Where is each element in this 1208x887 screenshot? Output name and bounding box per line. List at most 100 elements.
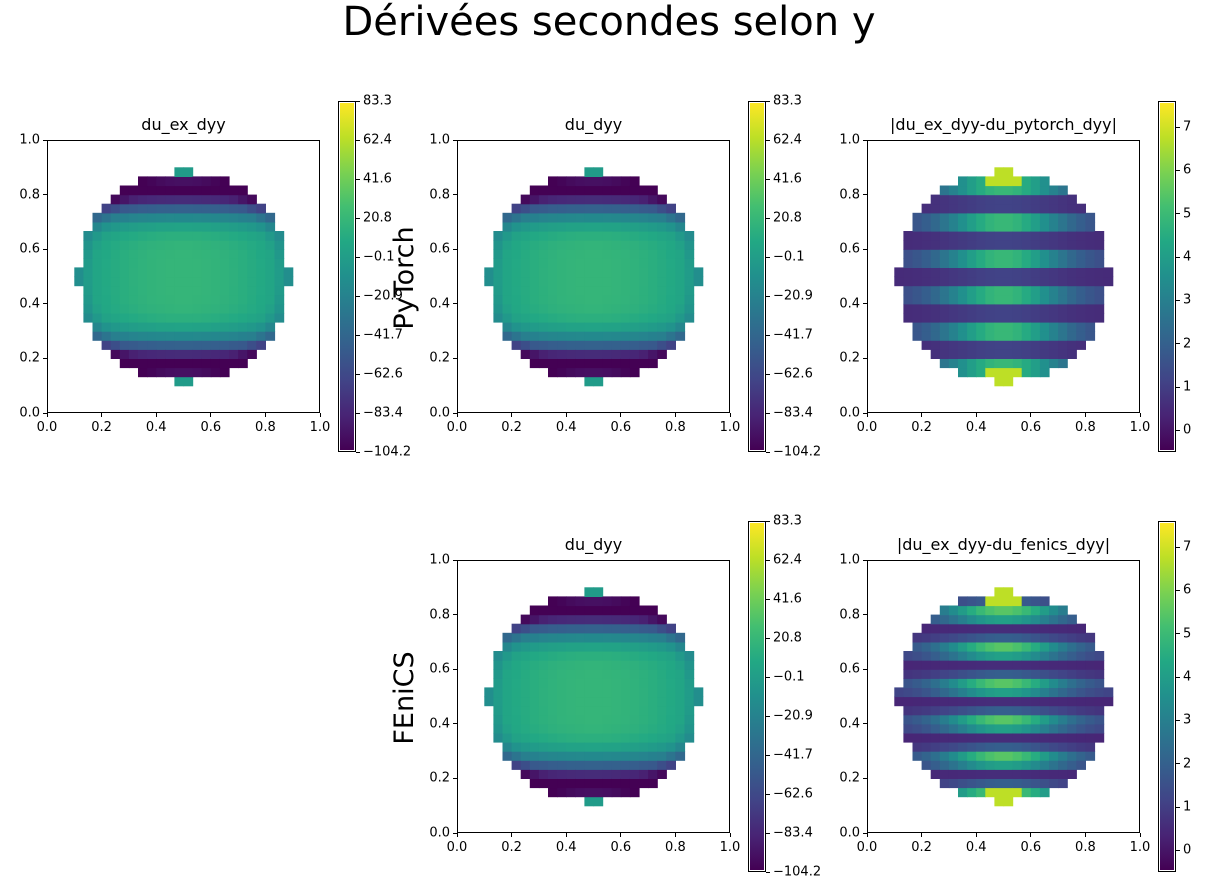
heatmap-cell bbox=[629, 258, 640, 268]
colorbar-tick-mark bbox=[766, 598, 770, 600]
colorbar-tick-mark bbox=[766, 295, 770, 297]
heatmap-cell bbox=[110, 249, 121, 259]
heatmap-cell bbox=[1049, 614, 1059, 625]
heatmap-cell bbox=[1076, 651, 1086, 661]
heatmap-cell bbox=[511, 258, 522, 268]
heatmap-cell bbox=[675, 221, 686, 232]
heatmap-cell bbox=[210, 349, 221, 359]
heatmap-cell bbox=[165, 312, 175, 323]
heatmap-cell bbox=[520, 331, 531, 341]
heatmap-cell bbox=[666, 231, 676, 241]
colorbar-tick-mark bbox=[1176, 546, 1180, 548]
heatmap-cell bbox=[602, 249, 613, 259]
heatmap-cell bbox=[629, 349, 640, 359]
heatmap-cell bbox=[1030, 678, 1041, 688]
heatmap-cell bbox=[639, 732, 649, 743]
heatmap-cell bbox=[511, 714, 522, 725]
heatmap-cell bbox=[1049, 358, 1059, 369]
heatmap-cell bbox=[939, 623, 950, 634]
heatmap-cell bbox=[976, 751, 986, 761]
heatmap-cell bbox=[548, 340, 558, 350]
y-tick-mark bbox=[863, 139, 867, 141]
heatmap-cell bbox=[493, 312, 504, 323]
heatmap-cell bbox=[1012, 340, 1023, 350]
heatmap-cell bbox=[939, 340, 950, 350]
heatmap-cell bbox=[201, 322, 212, 332]
heatmap-cell bbox=[985, 276, 995, 287]
heatmap-cell bbox=[147, 212, 157, 223]
row-label-pytorch: PyTorch bbox=[389, 226, 420, 330]
heatmap-cell bbox=[629, 742, 640, 752]
heatmap-cell bbox=[1030, 312, 1041, 323]
heatmap-cell bbox=[1003, 376, 1014, 387]
y-tick-mark bbox=[453, 357, 457, 359]
heatmap-cell bbox=[529, 322, 540, 332]
heatmap-cell bbox=[930, 732, 941, 743]
x-tick-mark bbox=[101, 413, 103, 417]
heatmap-cell bbox=[147, 276, 157, 287]
heatmap-cell bbox=[566, 322, 576, 332]
heatmap-cell bbox=[101, 285, 112, 296]
heatmap-cell bbox=[967, 651, 977, 661]
x-tick-label: 1.0 bbox=[719, 420, 741, 435]
heatmap-cell bbox=[903, 732, 914, 743]
heatmap-cell bbox=[903, 303, 914, 314]
heatmap-cell bbox=[985, 176, 995, 187]
x-tick-mark bbox=[1030, 833, 1032, 837]
heatmap-cell bbox=[648, 221, 658, 232]
heatmap-cell bbox=[939, 322, 950, 332]
heatmap-cell bbox=[958, 221, 968, 232]
y-tick-mark bbox=[43, 248, 47, 250]
heatmap-cell bbox=[566, 742, 576, 752]
colorbar-tick-label: −0.1 bbox=[773, 669, 805, 685]
heatmap-cell bbox=[629, 669, 640, 679]
heatmap-cell bbox=[1085, 294, 1096, 305]
heatmap-cell bbox=[283, 267, 294, 278]
heatmap-cell bbox=[994, 651, 1005, 661]
heatmap-cell bbox=[967, 194, 977, 205]
heatmap-cell bbox=[985, 240, 995, 250]
heatmap-cell bbox=[1021, 714, 1032, 725]
heatmap-cell bbox=[921, 312, 932, 323]
heatmap-cell bbox=[502, 294, 513, 305]
heatmap-cell bbox=[648, 258, 658, 268]
heatmap-cell bbox=[575, 669, 585, 679]
heatmap-cell bbox=[174, 212, 185, 223]
heatmap-cell bbox=[201, 312, 212, 323]
heatmap-cell bbox=[948, 742, 959, 752]
heatmap-cell bbox=[101, 303, 112, 314]
colorbar-gradient bbox=[1160, 103, 1174, 450]
heatmap-cell bbox=[611, 696, 622, 707]
heatmap-cell bbox=[629, 787, 640, 798]
heatmap-cell bbox=[529, 714, 540, 725]
x-tick-mark bbox=[729, 413, 731, 417]
y-tick-mark bbox=[453, 194, 457, 196]
heatmap-cell bbox=[584, 751, 595, 761]
heatmap-cell bbox=[921, 203, 932, 214]
heatmap-cell bbox=[1030, 641, 1041, 652]
heatmap-cell bbox=[1039, 732, 1050, 743]
heatmap-cell bbox=[1021, 623, 1032, 634]
heatmap-cell bbox=[939, 185, 950, 196]
heatmap-cell bbox=[976, 787, 986, 798]
heatmap-cell bbox=[602, 358, 613, 369]
heatmap-cell bbox=[566, 769, 576, 779]
heatmap-cell bbox=[939, 258, 950, 268]
heatmap-cell bbox=[210, 203, 221, 214]
colorbar-tick-mark bbox=[1176, 676, 1180, 678]
heatmap-cell bbox=[557, 340, 567, 350]
heatmap-cell bbox=[602, 714, 613, 725]
heatmap-cell bbox=[985, 669, 995, 679]
heatmap-cell bbox=[611, 705, 622, 716]
heatmap-cell bbox=[930, 303, 941, 314]
heatmap-cell bbox=[958, 367, 968, 378]
heatmap-cell bbox=[1039, 678, 1050, 688]
heatmap-cell bbox=[1003, 267, 1014, 278]
heatmap-cell bbox=[201, 221, 212, 232]
heatmap-cell bbox=[948, 705, 959, 716]
heatmap-cell bbox=[684, 669, 695, 679]
heatmap-cell bbox=[1049, 632, 1059, 643]
heatmap-cell bbox=[147, 267, 157, 278]
heatmap-cell bbox=[192, 367, 203, 378]
heatmap-cell bbox=[894, 687, 904, 698]
